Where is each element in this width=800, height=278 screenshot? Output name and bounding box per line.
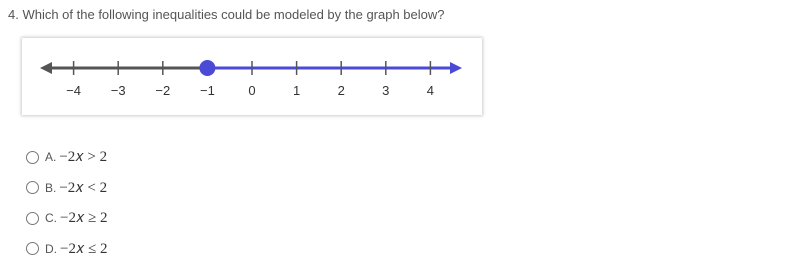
arrow-left — [40, 62, 52, 74]
arrow-right — [450, 62, 462, 74]
radio[interactable] — [26, 150, 39, 164]
graph-box: −4 −3 −2 −1 0 1 2 3 4 — [22, 38, 482, 115]
tick-label: −2 — [155, 83, 170, 98]
option-letter: A. — [45, 150, 57, 164]
number-line: −4 −3 −2 −1 0 1 2 3 4 — [40, 60, 462, 98]
option-letter: D. — [45, 241, 57, 256]
option[interactable]: A. −2𝑥 > 2 — [26, 148, 107, 166]
radio[interactable] — [26, 211, 39, 225]
tick-label: 4 — [427, 83, 434, 98]
tick-label: 0 — [248, 83, 255, 98]
radio[interactable] — [26, 242, 39, 255]
option-expression: −2𝑥 < 2 — [59, 179, 108, 196]
tick-label: −3 — [111, 83, 126, 98]
option[interactable]: B. −2𝑥 < 2 — [26, 179, 107, 197]
option[interactable]: C. −2𝑥 ≥ 2 — [26, 209, 108, 227]
option[interactable]: D. −2𝑥 ≤ 2 — [26, 240, 108, 258]
option-expression: −2𝑥 ≥ 2 — [60, 210, 108, 226]
tick-label: −4 — [66, 83, 81, 98]
tick-label: −1 — [200, 83, 215, 98]
option-letter: C. — [45, 211, 57, 225]
option-letter: B. — [45, 180, 57, 195]
option-expression: −2𝑥 ≤ 2 — [60, 240, 108, 257]
tick-label: 3 — [382, 83, 389, 98]
radio[interactable] — [26, 181, 39, 194]
tick-label: 2 — [338, 83, 345, 98]
question: 4. Which of the following inequalities c… — [8, 7, 445, 22]
tick-label: 1 — [293, 83, 300, 98]
point — [199, 60, 216, 76]
option-expression: −2𝑥 > 2 — [59, 149, 108, 165]
